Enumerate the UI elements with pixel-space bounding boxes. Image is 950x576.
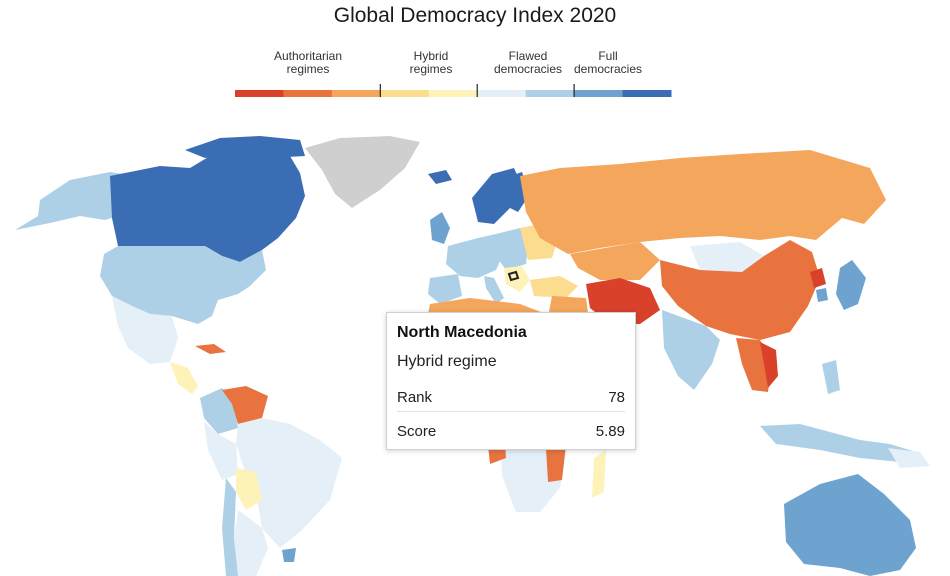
- country-north-macedonia[interactable]: [507, 270, 520, 282]
- country-united-states[interactable]: [100, 246, 266, 324]
- country-canada-islands[interactable]: [185, 136, 305, 158]
- country-kazakhstan[interactable]: [570, 242, 660, 280]
- country-mozambique[interactable]: [546, 444, 566, 482]
- country-japan[interactable]: [836, 260, 866, 310]
- tooltip-rank-row: Rank 78: [397, 383, 625, 412]
- country-uruguay[interactable]: [282, 548, 296, 562]
- country-italy[interactable]: [484, 276, 504, 304]
- legend-swatch: [622, 90, 672, 97]
- legend-swatch: [283, 90, 333, 97]
- country-argentina[interactable]: [234, 510, 268, 576]
- legend-swatch: [331, 90, 381, 97]
- country-venezuela[interactable]: [222, 386, 268, 424]
- country-norway-sweden[interactable]: [472, 168, 522, 224]
- country-south-korea[interactable]: [816, 288, 828, 302]
- country-chile[interactable]: [222, 478, 238, 576]
- tooltip-rank-value: 78: [608, 389, 625, 406]
- country-china[interactable]: [660, 240, 820, 340]
- country-indonesia[interactable]: [760, 424, 916, 462]
- legend-label-full: Full democracies: [573, 49, 643, 76]
- country-alaska[interactable]: [15, 172, 135, 230]
- country-central-eastern-europe[interactable]: [496, 228, 528, 270]
- legend-swatch: [477, 90, 527, 97]
- legend-swatch: [380, 90, 430, 97]
- country-vietnam[interactable]: [760, 342, 778, 388]
- country-north-korea[interactable]: [810, 268, 826, 288]
- country-iceland[interactable]: [428, 170, 452, 184]
- country-tooltip: North Macedonia Hybrid regime Rank 78 Sc…: [386, 312, 636, 450]
- map-title: Global Democracy Index 2020: [333, 4, 617, 27]
- country-mongolia[interactable]: [690, 242, 764, 272]
- tooltip-regime-type: Hybrid regime: [397, 353, 497, 370]
- legend: Authoritarian regimes Hybrid regimes Flawe…: [235, 49, 672, 98]
- legend-swatch: [574, 90, 624, 97]
- country-peru[interactable]: [204, 422, 238, 480]
- tooltip-country-name: North Macedonia: [397, 324, 527, 341]
- country-spain-portugal[interactable]: [428, 274, 462, 304]
- tooltip-score-label: Score: [397, 423, 437, 440]
- tooltip-score-row: Score 5.89: [397, 417, 625, 445]
- legend-label-authoritarian: Authoritarian regimes: [273, 49, 343, 76]
- legend-label-hybrid: Hybrid regimes: [409, 49, 453, 76]
- country-uk-ireland[interactable]: [430, 212, 450, 244]
- country-central-america[interactable]: [170, 362, 198, 394]
- country-madagascar[interactable]: [592, 450, 606, 498]
- legend-color-bar: [235, 84, 672, 97]
- country-turkey[interactable]: [530, 276, 578, 298]
- country-colombia[interactable]: [200, 388, 238, 434]
- legend-label-flawed: Flawed democracies: [493, 49, 563, 76]
- tooltip-score-value: 5.89: [595, 423, 625, 440]
- country-greenland[interactable]: [305, 136, 420, 208]
- country-western-europe[interactable]: [446, 234, 506, 278]
- country-australia[interactable]: [784, 474, 916, 576]
- country-india[interactable]: [662, 310, 720, 390]
- country-brazil[interactable]: [236, 418, 342, 548]
- country-cuba[interactable]: [195, 344, 226, 354]
- country-mexico[interactable]: [112, 296, 178, 364]
- legend-swatch: [525, 90, 575, 97]
- tooltip-rank-label: Rank: [397, 389, 433, 406]
- country-philippines[interactable]: [822, 360, 840, 394]
- country-russia[interactable]: [520, 150, 886, 254]
- country-papua-new-guinea[interactable]: [888, 448, 930, 468]
- country-canada[interactable]: [110, 148, 305, 262]
- legend-swatch: [235, 90, 284, 97]
- legend-swatch: [428, 90, 478, 97]
- country-bolivia[interactable]: [236, 468, 262, 510]
